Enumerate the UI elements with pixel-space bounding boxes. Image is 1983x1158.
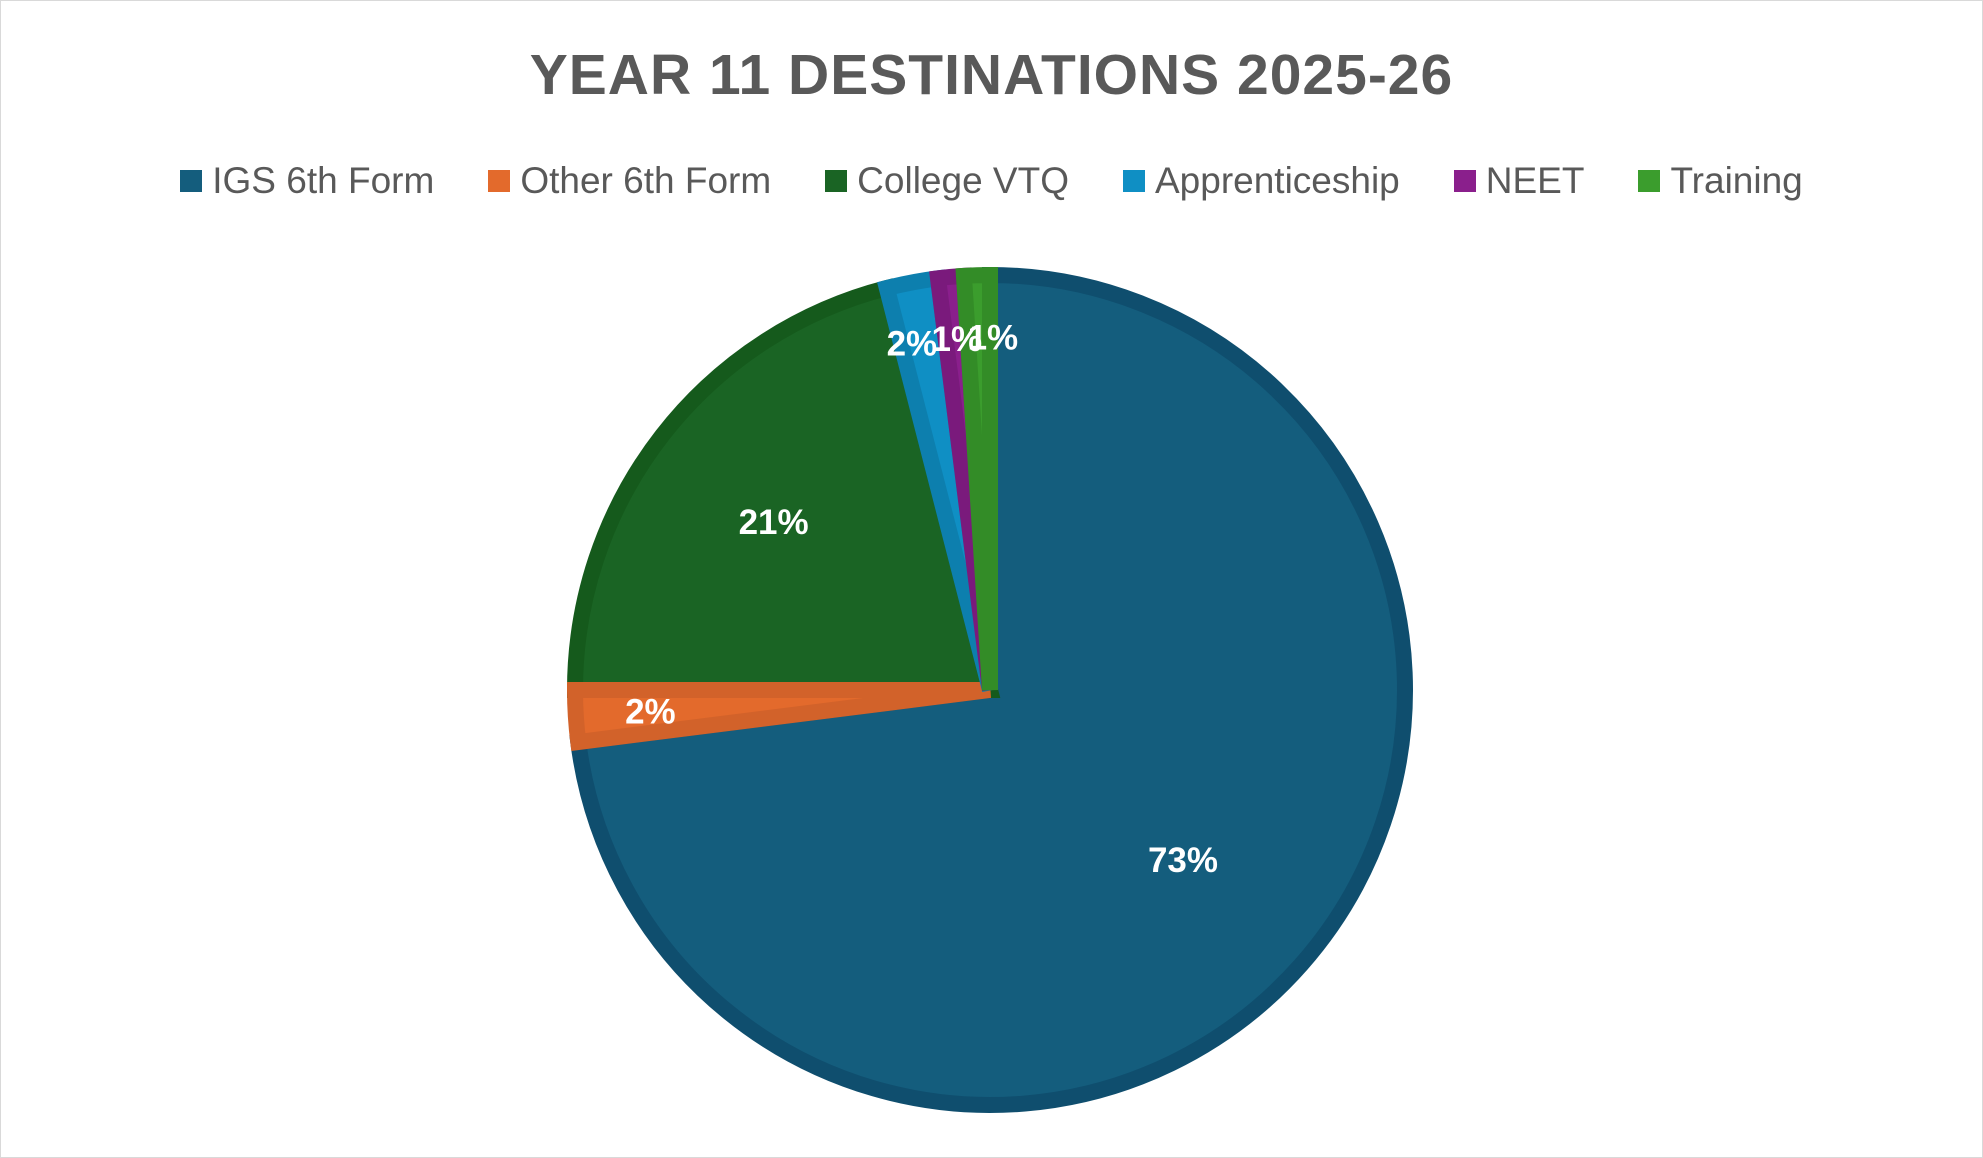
legend-item-igs-6th-form: IGS 6th Form — [180, 160, 434, 202]
data-label-other-6th-form: 2% — [625, 692, 676, 731]
legend-item-apprenticeship: Apprenticeship — [1122, 160, 1400, 202]
legend-item-other-6th-form: Other 6th Form — [488, 160, 771, 202]
legend-label: College VTQ — [857, 160, 1069, 201]
legend-label: Other 6th Form — [520, 160, 772, 201]
legend-label: IGS 6th Form — [212, 160, 435, 201]
legend-label: Apprenticeship — [1154, 160, 1400, 201]
legend-swatch — [825, 170, 848, 192]
pie-slice-training — [955, 266, 998, 691]
legend-label: Training — [1670, 160, 1803, 201]
pie-slice-college-vtq — [566, 278, 1001, 698]
data-label-apprenticeship: 2% — [887, 325, 938, 364]
legend-swatch — [488, 170, 511, 192]
legend-label: NEET — [1485, 160, 1585, 201]
data-label-college-vtq: 21% — [739, 503, 809, 542]
legend-item-training: Training — [1638, 160, 1803, 202]
legend-swatch — [180, 170, 203, 192]
chart-legend: IGS 6th Form Other 6th Form College VTQ … — [0, 160, 1983, 202]
pie-slices — [566, 266, 1413, 1113]
pie-data-labels: 73% 2% 21% 2% 1% 1% — [625, 318, 1218, 880]
legend-item-college-vtq: College VTQ — [825, 160, 1069, 202]
legend-swatch — [1453, 170, 1476, 192]
data-label-igs-6th-form: 73% — [1148, 841, 1218, 880]
legend-item-neet: NEET — [1453, 160, 1585, 202]
data-label-training: 1% — [968, 318, 1019, 357]
legend-swatch — [1638, 170, 1661, 192]
legend-swatch — [1122, 170, 1145, 192]
data-label-neet: 1% — [932, 320, 983, 359]
chart-title: YEAR 11 DESTINATIONS 2025-26 — [529, 43, 1454, 107]
pie-slice-other-6th-form — [566, 682, 992, 751]
